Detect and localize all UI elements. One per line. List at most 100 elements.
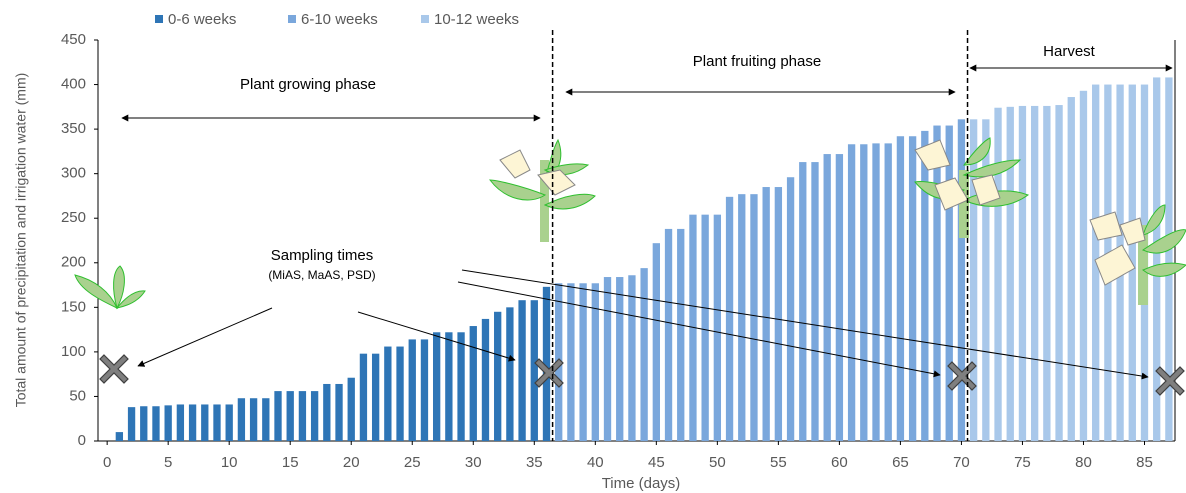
x-tick-label: 60 [831,454,848,471]
bar [274,391,282,441]
sampling-arrow [137,307,273,367]
bar [982,119,990,441]
sampling-arrow [357,311,516,362]
bar [677,228,685,441]
x-tick-label: 15 [282,454,299,471]
annotation: Sampling times [271,247,374,264]
bar [640,268,648,441]
plant-icon [74,265,146,310]
bar [1006,106,1014,441]
bar [262,398,270,441]
bar [347,377,355,441]
annotation: Plant growing phase [240,76,376,93]
plant-icon [488,138,596,242]
bar [408,339,416,441]
bar [603,277,612,441]
bar [249,398,258,441]
bar [188,404,197,441]
bar [237,398,246,441]
x-tick-label: 30 [465,454,482,471]
y-axis-title: Total amount of precipitation and irriga… [13,73,29,408]
x-tick-label: 75 [1014,454,1031,471]
bar [1067,97,1075,441]
x-tick-label: 65 [892,454,909,471]
y-tick-label: 150 [61,298,86,315]
bar [359,353,368,441]
bar [371,353,380,441]
sampling-arrow [457,281,941,378]
bar [616,277,624,441]
x-tick-label: 80 [1075,454,1092,471]
bar [933,125,941,442]
bar [310,391,319,441]
bar [750,194,758,441]
bar [213,404,221,441]
y-tick-label: 100 [61,343,86,360]
bar [860,144,868,441]
plot-area: 0 50 100 150 200 250 300 350 400 450 0 5 10 15 20 25 30 3… [61,31,1176,471]
x-tick-label: 40 [587,454,604,471]
bar [542,286,551,441]
bar [335,383,343,441]
bar [872,143,880,441]
x-axis-title: Time (days) [602,475,681,492]
bar [518,300,526,441]
bar [1030,105,1039,441]
bar [994,107,1002,442]
x-tick-label: 10 [221,454,238,471]
bar [835,154,844,441]
y-tick-label: 450 [61,31,86,48]
x-tick-label: 85 [1136,454,1153,471]
bar [494,311,502,441]
y-tick-label: 300 [61,165,86,182]
sampling-arrow [461,269,1149,380]
bar [432,332,441,441]
legend-label: 10-12 weeks [434,11,519,28]
bar [957,119,966,441]
bar [969,119,978,441]
bar [713,214,722,441]
legend-label: 6-10 weeks [301,11,378,28]
bar [384,346,392,441]
bar [628,275,636,441]
bar [469,326,477,441]
bar [396,346,404,441]
x-tick-label: 0 [103,454,111,471]
y-tick-label: 400 [61,76,86,93]
bar [823,154,831,441]
bar [1153,77,1161,441]
bar [323,383,331,441]
annotation: (MiAS, MaAS, PSD) [268,268,375,282]
x-tick-label: 25 [404,454,421,471]
bar [1079,90,1088,441]
bar [664,228,673,441]
bar [457,332,465,441]
bar [225,404,233,441]
x-tick-label: 35 [526,454,543,471]
bar [1018,105,1027,441]
bar [152,406,160,441]
bar [738,194,746,441]
bar [725,196,734,441]
y-tick-label: 350 [61,120,86,137]
bar [811,162,819,442]
y-tick-label: 50 [69,387,86,404]
bar [591,283,599,441]
annotation: Plant fruiting phase [693,53,821,70]
bar [164,405,172,441]
bar [945,125,953,442]
bar [579,283,587,441]
y-tick-label: 0 [78,432,86,449]
bar [298,391,307,441]
bar [567,283,575,441]
bar [420,339,429,441]
bar [921,130,929,442]
x-tick-label: 55 [770,454,787,471]
bar [908,136,917,442]
bar [652,243,660,441]
bar [799,162,807,442]
bar [115,432,124,441]
bar [1055,105,1063,441]
bar [884,143,892,441]
